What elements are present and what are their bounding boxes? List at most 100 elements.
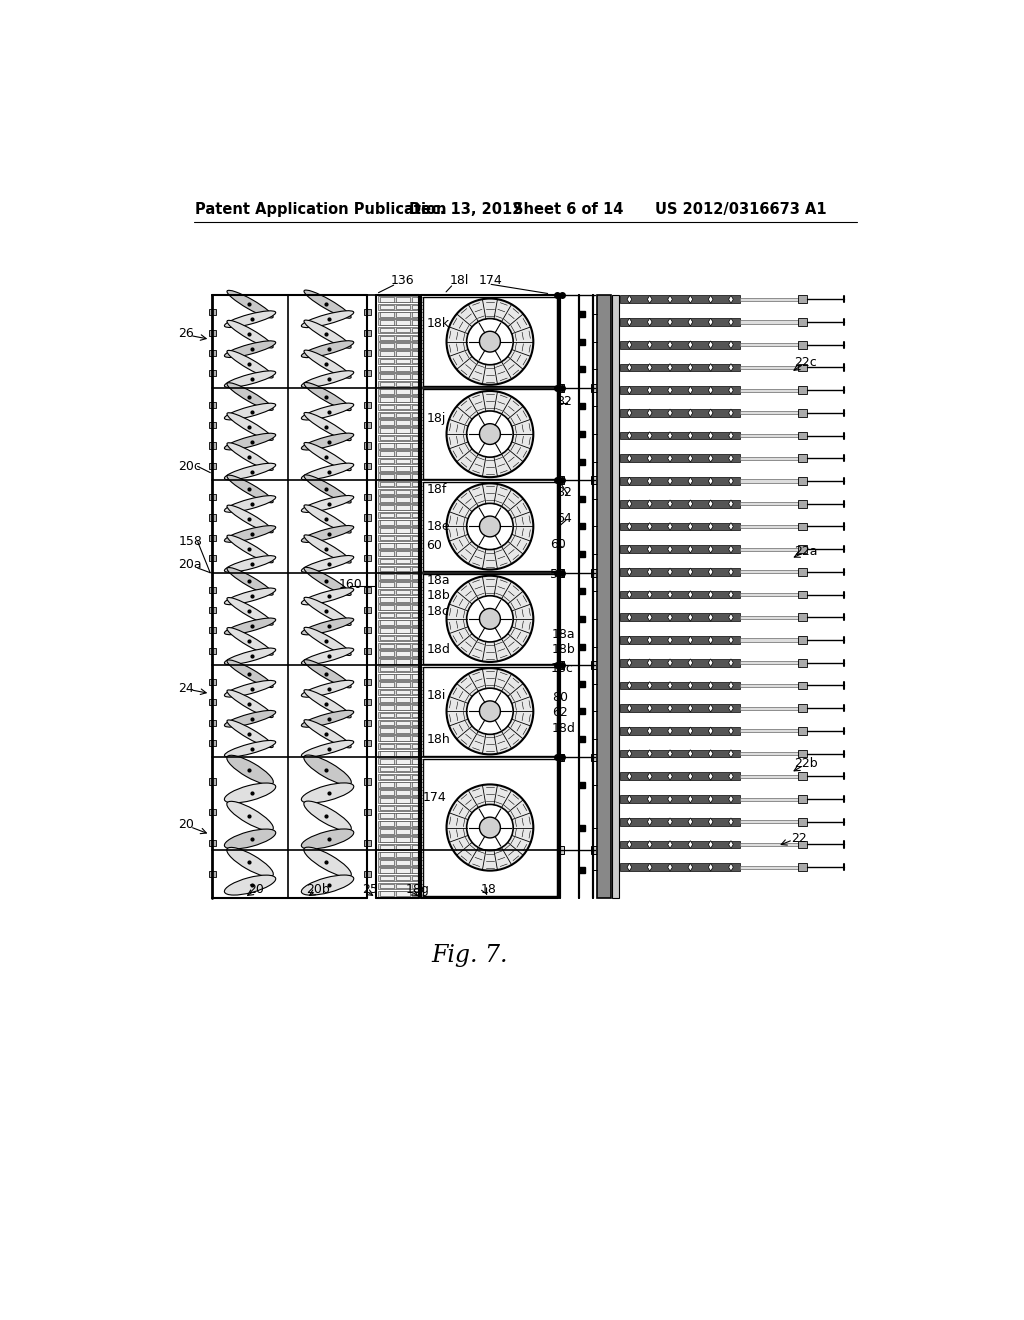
Bar xyxy=(798,681,807,689)
Bar xyxy=(378,766,417,772)
Bar xyxy=(365,401,371,408)
Polygon shape xyxy=(668,568,673,576)
Text: 22a: 22a xyxy=(795,545,818,557)
Bar xyxy=(378,829,417,834)
Bar xyxy=(412,659,426,664)
Text: 62: 62 xyxy=(552,706,567,719)
Text: 80: 80 xyxy=(552,690,568,704)
Bar xyxy=(412,536,426,540)
Bar xyxy=(395,713,410,718)
Bar xyxy=(395,767,410,771)
Polygon shape xyxy=(668,750,673,758)
Text: 18d: 18d xyxy=(426,643,451,656)
Bar xyxy=(798,727,807,735)
Bar xyxy=(380,482,394,487)
Bar xyxy=(378,875,417,882)
Polygon shape xyxy=(627,841,632,849)
Bar xyxy=(395,552,410,556)
Bar xyxy=(621,409,740,417)
Bar xyxy=(395,359,410,363)
Polygon shape xyxy=(627,705,632,711)
Bar xyxy=(412,574,426,578)
Polygon shape xyxy=(729,296,733,304)
Bar xyxy=(740,525,798,528)
Ellipse shape xyxy=(304,383,351,411)
Ellipse shape xyxy=(224,710,275,727)
Bar xyxy=(412,566,426,572)
Bar xyxy=(395,566,410,572)
Bar xyxy=(412,451,426,455)
Polygon shape xyxy=(627,545,632,553)
Text: 82: 82 xyxy=(556,395,571,408)
Bar xyxy=(395,436,410,441)
Bar xyxy=(380,791,394,795)
Bar xyxy=(378,635,417,642)
Ellipse shape xyxy=(224,341,275,358)
Text: 24: 24 xyxy=(178,681,195,694)
Bar xyxy=(412,506,426,510)
Bar xyxy=(380,412,394,417)
Bar xyxy=(412,682,426,686)
Ellipse shape xyxy=(301,829,353,849)
Bar xyxy=(798,409,807,417)
Ellipse shape xyxy=(224,783,275,803)
Polygon shape xyxy=(647,727,652,735)
Bar xyxy=(395,759,410,764)
Bar xyxy=(209,309,216,315)
Bar xyxy=(412,644,426,648)
Bar xyxy=(798,454,807,462)
Bar xyxy=(412,845,426,849)
Bar xyxy=(412,520,426,525)
Bar xyxy=(412,891,426,896)
Text: 20: 20 xyxy=(178,818,195,832)
Bar xyxy=(395,891,410,896)
Ellipse shape xyxy=(301,495,353,512)
Bar xyxy=(380,574,394,578)
Polygon shape xyxy=(709,772,713,780)
Polygon shape xyxy=(709,296,713,304)
Bar xyxy=(412,582,426,586)
Bar xyxy=(557,661,563,669)
Bar xyxy=(412,829,426,834)
Polygon shape xyxy=(688,341,692,348)
Bar xyxy=(423,389,557,479)
Text: 18j: 18j xyxy=(426,412,445,425)
Bar xyxy=(395,644,410,648)
Bar xyxy=(798,818,807,825)
Ellipse shape xyxy=(227,442,273,470)
Bar xyxy=(380,612,394,618)
Bar xyxy=(740,479,798,483)
Bar xyxy=(395,374,410,379)
Ellipse shape xyxy=(227,690,273,718)
Bar xyxy=(798,296,807,304)
Bar xyxy=(798,750,807,758)
Circle shape xyxy=(467,595,513,642)
Bar xyxy=(378,883,417,890)
Bar xyxy=(395,845,410,849)
Bar xyxy=(798,432,807,440)
Ellipse shape xyxy=(301,783,353,803)
Bar xyxy=(378,659,417,664)
Ellipse shape xyxy=(224,403,275,420)
Bar xyxy=(621,341,740,348)
Polygon shape xyxy=(729,705,733,711)
Circle shape xyxy=(467,411,513,457)
Bar xyxy=(621,795,740,803)
Polygon shape xyxy=(668,772,673,780)
Text: 64: 64 xyxy=(556,512,571,525)
Bar xyxy=(378,612,417,618)
Bar xyxy=(621,432,740,440)
Polygon shape xyxy=(688,727,692,735)
Ellipse shape xyxy=(226,847,273,876)
Bar xyxy=(378,891,417,896)
Bar xyxy=(395,466,410,471)
Bar xyxy=(209,700,216,705)
Bar xyxy=(412,335,426,341)
Bar xyxy=(395,321,410,325)
Bar xyxy=(798,772,807,780)
Bar xyxy=(740,775,798,777)
Bar xyxy=(412,490,426,494)
Bar xyxy=(798,659,807,667)
Ellipse shape xyxy=(304,801,351,832)
Bar xyxy=(380,705,394,710)
